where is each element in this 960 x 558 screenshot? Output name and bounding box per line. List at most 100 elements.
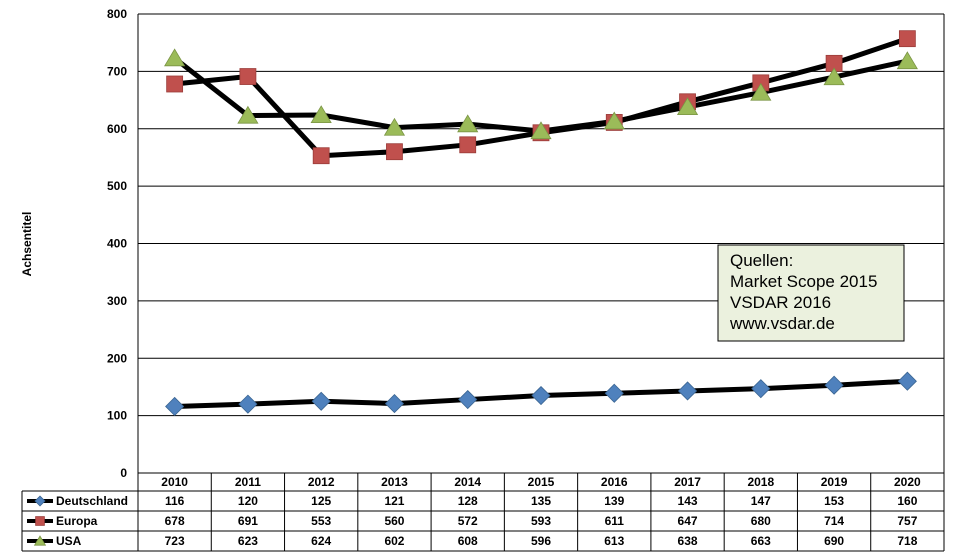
point-marker [165,396,185,417]
point-marker [676,97,699,115]
data-label: 611 [605,514,625,528]
data-label: 553 [311,514,331,528]
y-tick-label: 200 [107,351,127,365]
data-label: 647 [678,514,698,528]
point-marker [531,385,551,406]
data-label: 624 [311,534,331,548]
x-tick-label: 2013 [381,475,408,489]
y-tick-label: 0 [120,466,127,480]
data-label: 623 [238,534,258,548]
data-label: 596 [531,534,551,548]
data-label: 608 [458,534,478,548]
x-tick-label: 2019 [821,475,848,489]
point-marker [237,105,259,124]
data-label: 680 [751,514,771,528]
y-tick-label: 500 [107,179,127,193]
point-marker [898,30,916,48]
point-marker [386,143,403,161]
data-label: 128 [458,494,478,508]
point-marker [164,48,186,67]
data-label: 125 [311,494,331,508]
point-marker [33,535,47,546]
point-marker [384,394,405,414]
y-axis-ticks: 0 100 200 300 400 500 600 700 800 [107,7,127,480]
point-marker [897,371,917,391]
source-note-line: Market Scope 2015 [730,272,877,291]
data-label: 691 [238,514,258,528]
data-label: 602 [384,534,404,548]
y-tick-label: 800 [107,7,127,21]
x-tick-label: 2020 [894,475,921,489]
source-note-line: VSDAR 2016 [730,293,831,312]
x-tick-label: 2011 [235,475,261,489]
x-tick-label: 2014 [454,475,481,489]
point-marker [311,391,331,411]
data-label: 121 [384,494,404,508]
x-tick-label: 2017 [674,475,701,489]
y-tick-label: 600 [107,122,127,136]
data-label: 714 [824,514,844,528]
point-marker [383,117,406,136]
data-label: 663 [751,534,771,548]
point-marker [896,51,918,70]
source-note-line: Quellen: [730,251,793,270]
x-tick-label: 2015 [528,475,555,489]
data-label: 593 [531,514,551,528]
y-tick-label: 300 [107,294,127,308]
point-marker [166,75,184,93]
point-marker [751,379,771,399]
point-marker [824,375,844,395]
series-lines [172,36,910,409]
point-marker [34,495,46,507]
data-table: 2010 2011 2012 2013 2014 2015 2016 2017 2018 2019… [21,472,945,552]
x-tick-label: 2010 [161,475,188,489]
series-markers [164,30,918,417]
point-marker [310,105,332,124]
data-label: 120 [238,494,258,508]
point-marker [677,381,698,401]
data-label: 723 [165,534,185,548]
data-label: 613 [604,534,624,548]
data-label: 638 [678,534,698,548]
source-note-line: www.vsdar.de [729,314,835,333]
legend-label: Europa [56,514,98,528]
x-tick-label: 2016 [601,475,628,489]
y-tick-label: 700 [107,64,127,78]
data-label: 116 [165,494,185,508]
data-label: 143 [678,494,698,508]
point-marker [458,389,478,410]
data-label: 690 [824,534,844,548]
source-note-box [717,244,905,342]
data-label: 139 [604,494,624,508]
data-label: 153 [824,494,844,508]
data-label: 718 [897,534,917,548]
point-marker [459,136,477,154]
y-tick-label: 400 [107,237,127,251]
point-marker [239,68,257,85]
point-marker [312,147,330,165]
legend-label: Deutschland [56,494,128,508]
data-label: 678 [165,514,185,528]
point-marker [530,121,552,140]
data-label: 757 [897,514,917,528]
point-marker [238,394,258,414]
source-note: Quellen: Market Scope 2015 VSDAR 2016 ww… [717,244,905,342]
point-marker [750,82,772,101]
point-marker [823,67,845,86]
x-tick-label: 2018 [747,475,774,489]
data-label: 147 [751,494,771,508]
series-line [172,55,910,134]
data-label: 572 [458,514,478,528]
y-axis-title: Achsentitel [20,212,34,277]
y-tick-label: 100 [107,409,127,423]
data-label: 560 [384,514,404,528]
point-marker [457,114,479,133]
data-label: 160 [897,494,917,508]
legend-label: USA [56,534,82,548]
point-marker [604,383,624,403]
point-marker [603,111,625,130]
data-label: 135 [531,494,551,508]
x-tick-label: 2012 [308,475,335,489]
gridlines [137,13,945,474]
